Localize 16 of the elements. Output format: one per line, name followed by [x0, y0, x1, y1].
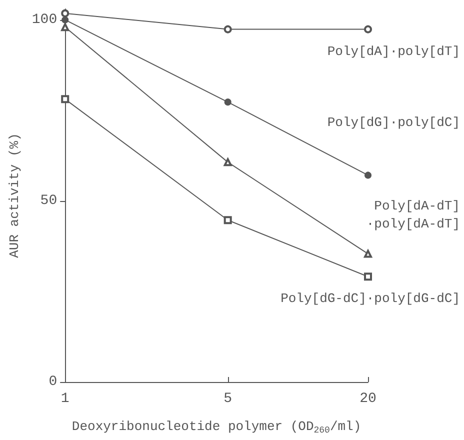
series-label: Poly[dA]·poly[dT] [327, 44, 460, 59]
x-tick-label: 5 [224, 391, 232, 407]
series-label: Poly[dG-dC]·poly[dG-dC] [280, 291, 460, 306]
point [61, 95, 70, 104]
x-tick-label: 1 [60, 391, 70, 407]
series-label: Poly[dA-dT]·poly[dA-dT] [366, 198, 460, 232]
point [61, 9, 70, 18]
y-tick-label: 100 [32, 12, 58, 28]
point [364, 272, 372, 281]
series-label: Poly[dG]·poly[dC] [327, 115, 460, 130]
y-axis-title: AUR activity (%) [7, 133, 22, 258]
y-tick-label: 0 [48, 374, 58, 390]
y-tick-label: 50 [40, 192, 58, 209]
point [364, 25, 372, 34]
point [364, 172, 372, 179]
x-tick-label: 20 [360, 391, 376, 407]
